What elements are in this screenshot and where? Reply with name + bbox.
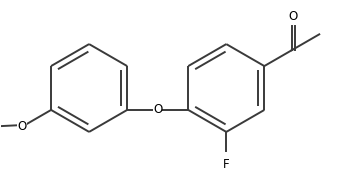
Text: F: F <box>223 158 230 171</box>
Text: O: O <box>17 120 27 133</box>
Text: O: O <box>289 10 298 23</box>
Text: O: O <box>153 103 162 117</box>
